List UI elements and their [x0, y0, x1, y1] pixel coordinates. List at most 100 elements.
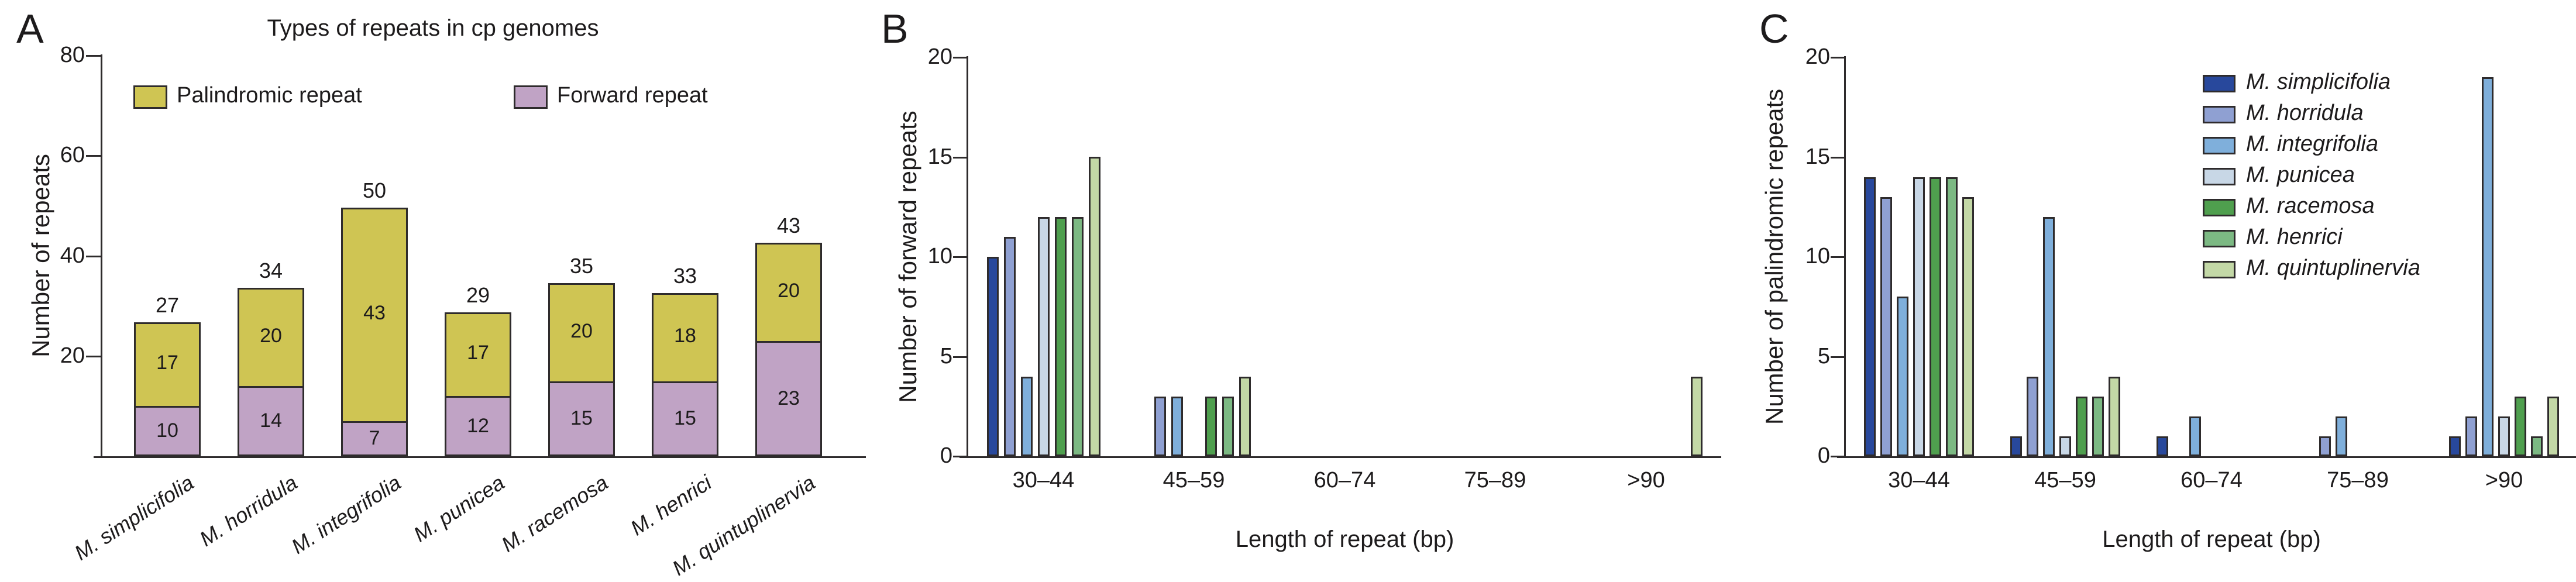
- legend-swatch: [2203, 261, 2235, 278]
- forward-repeat-bar: [548, 381, 615, 456]
- panel-a-title: Types of repeats in cp genomes: [267, 15, 599, 41]
- grouped-bar: [1021, 377, 1033, 456]
- total-value-label: 50: [362, 178, 387, 202]
- legend-label: M. integrifolia: [2246, 132, 2378, 156]
- grouped-bar: [2319, 436, 2331, 456]
- y-tick-mark: [953, 256, 967, 258]
- legend-swatch: [2203, 75, 2235, 92]
- y-tick-mark: [1831, 356, 1844, 358]
- y-tick-mark: [1831, 57, 1844, 58]
- forward-value-label: 15: [570, 407, 593, 429]
- panel-a-letter: A: [16, 6, 44, 51]
- legend-label: M. horridula: [2246, 101, 2364, 125]
- panel-c-letter: C: [1759, 6, 1789, 51]
- forward-repeat-bar: [445, 396, 511, 456]
- panel-b-x-axis-title: Length of repeat (bp): [1235, 526, 1454, 552]
- grouped-bar: [1038, 217, 1050, 456]
- grouped-bar: [2336, 416, 2347, 456]
- grouped-bar: [2059, 436, 2071, 456]
- y-axis: [1844, 56, 1846, 458]
- y-tick-mark: [1831, 456, 1844, 457]
- grouped-bar: [2043, 217, 2055, 456]
- grouped-bar: [1154, 397, 1166, 456]
- legend-label: M. quintuplinervia: [2246, 256, 2420, 280]
- y-tick-label: 20: [927, 44, 952, 69]
- legend-label: M. simplicifolia: [2246, 70, 2391, 94]
- grouped-bar: [1962, 197, 1974, 456]
- grouped-bar: [1880, 197, 1892, 456]
- x-category-label: M. horridula: [195, 470, 302, 551]
- panel-c: C Number of palindromic repeats Length o…: [1735, 0, 2576, 582]
- grouped-bar: [1239, 377, 1251, 456]
- grouped-bar: [2157, 436, 2168, 456]
- legend-label: Forward repeat: [557, 83, 708, 108]
- palindromic-repeat-bar: [445, 312, 511, 398]
- grouped-bar: [1946, 177, 1958, 456]
- forward-value-label: 12: [467, 414, 489, 437]
- legend-label: Palindromic repeat: [177, 83, 362, 108]
- grouped-bar: [1864, 177, 1876, 456]
- palindromic-value-label: 17: [156, 352, 178, 374]
- panel-b: B Number of forward repeats Length of re…: [878, 0, 1735, 582]
- x-category-label: 45–59: [2034, 468, 2096, 493]
- grouped-bar: [2076, 397, 2087, 456]
- grouped-bar: [1691, 377, 1703, 456]
- grouped-bar: [1072, 217, 1084, 456]
- y-tick-mark: [86, 55, 101, 57]
- grouped-bar: [2547, 397, 2559, 456]
- grouped-bar: [2515, 397, 2526, 456]
- legend-swatch: [514, 85, 548, 109]
- x-category-label: M. punicea: [409, 470, 509, 547]
- legend-swatch: [2203, 168, 2235, 185]
- grouped-bar: [1930, 177, 1941, 456]
- grouped-bar: [1913, 177, 1925, 456]
- x-category-label: >90: [1627, 468, 1665, 493]
- grouped-bar: [1055, 217, 1067, 456]
- forward-value-label: 7: [369, 427, 380, 449]
- grouped-bar: [2189, 416, 2201, 456]
- y-tick-mark: [953, 156, 967, 159]
- grouped-bar: [1171, 397, 1183, 456]
- grouped-bar: [1004, 237, 1016, 456]
- x-category-label: >90: [2485, 468, 2523, 493]
- legend-swatch: [2203, 230, 2235, 247]
- grouped-bar: [2482, 77, 2494, 456]
- grouped-bar: [2449, 436, 2461, 456]
- palindromic-repeat-bar: [548, 283, 615, 383]
- y-tick-mark: [953, 356, 967, 358]
- x-category-label: 75–89: [1464, 468, 1526, 493]
- y-tick-mark: [1831, 256, 1844, 258]
- x-category-label: 45–59: [1163, 468, 1225, 493]
- forward-value-label: 15: [674, 407, 696, 429]
- y-tick-label: 15: [927, 144, 952, 169]
- y-tick-label: 0: [1817, 443, 1830, 468]
- x-axis: [94, 456, 866, 458]
- x-category-label: 30–44: [1012, 468, 1075, 493]
- y-tick-label: 20: [60, 343, 85, 368]
- total-value-label: 43: [776, 213, 801, 237]
- grouped-bar: [2092, 397, 2104, 456]
- x-category-label: M. henrici: [626, 470, 716, 540]
- palindromic-repeat-bar: [238, 288, 304, 388]
- x-axis: [959, 456, 1721, 458]
- grouped-bar: [1222, 397, 1234, 456]
- y-tick-mark: [86, 355, 101, 357]
- palindromic-repeat-bar: [755, 243, 822, 343]
- palindromic-value-label: 20: [570, 319, 593, 342]
- x-category-label: M. simplicifolia: [70, 470, 198, 565]
- legend-label: M. racemosa: [2246, 194, 2375, 218]
- total-value-label: 27: [155, 293, 180, 317]
- legend-label: M. punicea: [2246, 163, 2355, 187]
- forward-value-label: 14: [260, 409, 282, 432]
- total-value-label: 35: [569, 254, 594, 278]
- legend-swatch: [2203, 106, 2235, 123]
- y-tick-label: 80: [60, 43, 85, 67]
- forward-repeat-bar: [652, 381, 718, 456]
- y-tick-label: 0: [940, 443, 952, 468]
- legend-swatch: [133, 85, 167, 109]
- grouped-bar: [1089, 157, 1100, 456]
- y-tick-label: 10: [927, 244, 952, 268]
- grouped-bar: [2010, 436, 2022, 456]
- y-tick-mark: [86, 255, 101, 257]
